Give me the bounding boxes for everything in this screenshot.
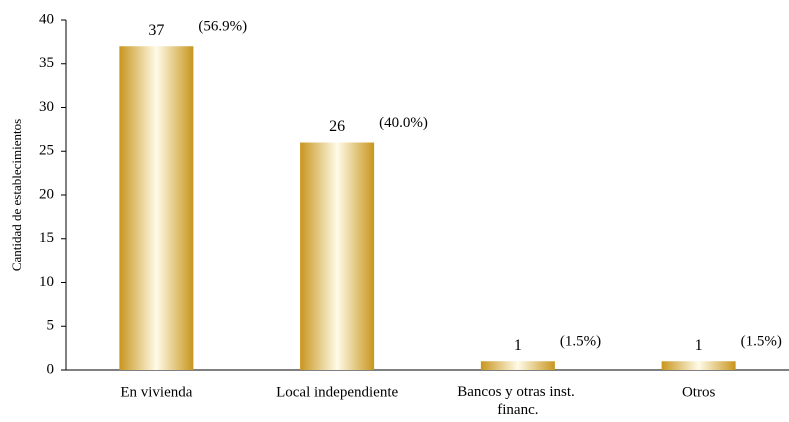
annotation: (40.0%) <box>379 115 428 131</box>
value-label: 1 <box>514 337 522 354</box>
y-tick-label: 15 <box>39 230 54 246</box>
y-tick-label: 5 <box>47 318 55 334</box>
annotation: (56.9%) <box>198 19 247 35</box>
annotation: (1.5%) <box>741 334 782 350</box>
y-tick-label: 35 <box>39 55 54 71</box>
bar <box>661 361 736 370</box>
y-tick-label: 0 <box>47 361 55 377</box>
value-label: 1 <box>695 337 703 354</box>
value-label: 26 <box>329 118 345 135</box>
y-tick-label: 10 <box>39 274 54 290</box>
x-tick-label: Otros <box>682 384 715 400</box>
x-tick-label: Local independiente <box>276 384 398 400</box>
value-label: 37 <box>148 22 164 39</box>
bar <box>480 361 555 370</box>
x-tick-label: En vivienda <box>120 384 192 400</box>
y-tick-label: 25 <box>39 143 54 159</box>
bar <box>300 142 375 370</box>
y-tick-label: 20 <box>39 186 54 202</box>
annotation: (1.5%) <box>560 334 601 350</box>
y-tick-label: 40 <box>39 11 54 27</box>
x-tick-label: Bancos y otras inst. financ. <box>457 384 578 418</box>
y-tick-label: 30 <box>39 99 54 115</box>
bar <box>119 46 194 370</box>
y-axis-label: Cantidad de establecimientos <box>9 119 24 271</box>
